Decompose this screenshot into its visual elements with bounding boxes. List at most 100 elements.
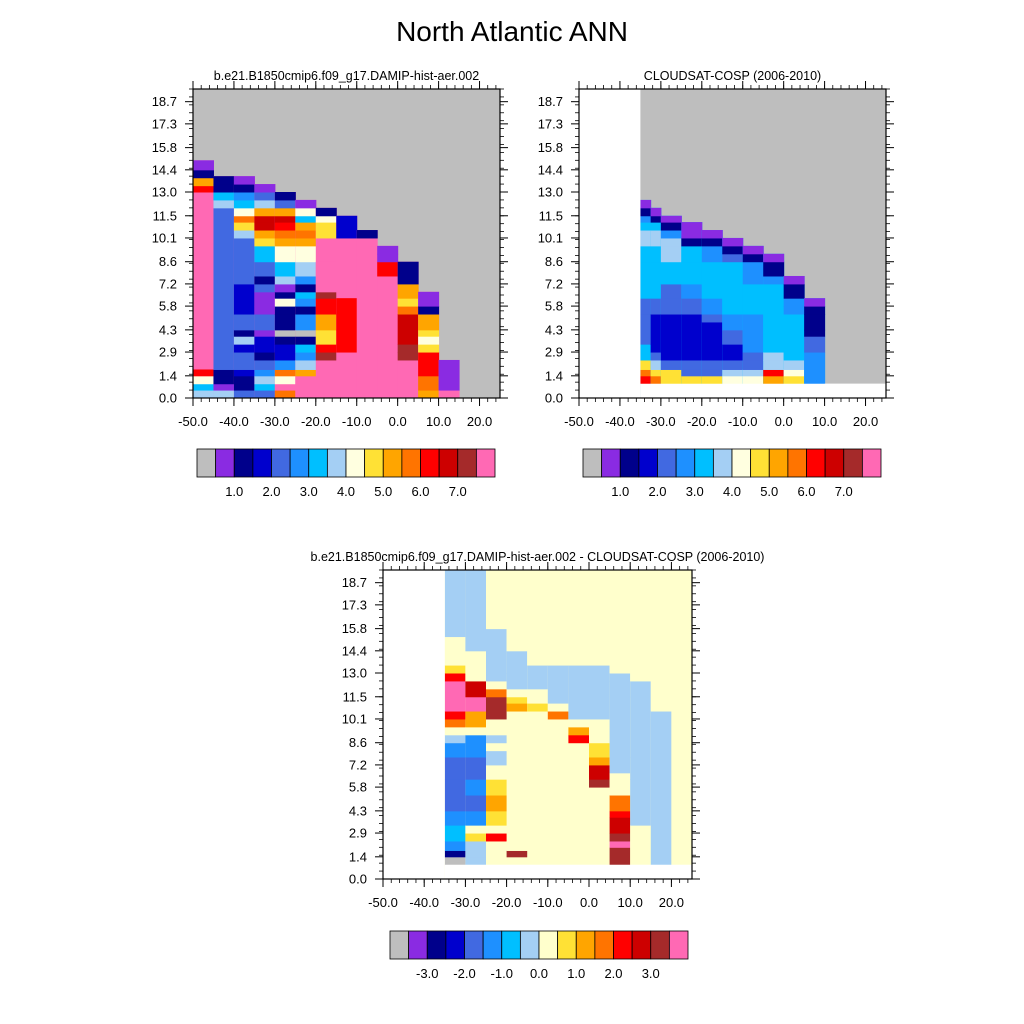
heatmap-cell: [444, 756, 466, 780]
heatmap-cell: [295, 359, 317, 370]
heatmap-cell: [486, 688, 508, 698]
heatmap-cell: [465, 756, 487, 780]
colorbar-swatch: [326, 448, 347, 478]
heatmap-cell: [465, 825, 487, 834]
heatmap-cell: [233, 383, 255, 391]
colorbar-swatch: [519, 930, 540, 960]
heatmap-cell: [568, 734, 590, 744]
heatmap-cell: [486, 742, 508, 752]
heatmap-cell: [377, 245, 399, 255]
y-tick-label: 11.5: [343, 689, 367, 704]
heatmap-cell: [527, 703, 549, 712]
y-tick-label: 1.4: [159, 368, 177, 383]
heatmap-cell: [254, 275, 276, 285]
heatmap-cell: [630, 756, 652, 780]
y-tick-label: 5.8: [159, 299, 177, 314]
heatmap-cell: [254, 237, 276, 247]
y-tick-label: 1.4: [349, 849, 367, 864]
heatmap-cell: [193, 390, 214, 398]
y-axis: 0.0 1.4 2.9 4.3 5.8 7.2 8.6 10.1 11.5 13.0 14.4 15.…: [538, 88, 894, 406]
heatmap-cell: [295, 199, 317, 209]
heatmap-cell: [444, 810, 466, 826]
heatmap-cell: [650, 261, 662, 285]
y-tick-label: 17.3: [538, 116, 563, 131]
heatmap-cell: [486, 856, 508, 866]
heatmap-cell: [397, 314, 419, 345]
heatmap-cell: [722, 329, 744, 345]
colorbar-swatch: [196, 448, 217, 478]
heatmap-cell: [722, 314, 744, 331]
heatmap-cell: [295, 283, 317, 293]
heatmap-cell: [295, 344, 317, 353]
colorbar: -3.0 -2.0 -1.0 0.0 1.0 2.0 3.0: [389, 930, 689, 981]
heatmap-cell: [356, 230, 378, 239]
heatmap-cell: [804, 306, 826, 315]
colorbar-label: 1.0: [611, 484, 629, 499]
colorbar-swatch: [464, 930, 484, 960]
heatmap-cell: [233, 192, 255, 201]
heatmap-cell: [295, 375, 317, 398]
heatmap-cell: [254, 344, 276, 353]
heatmap-cell: [660, 245, 682, 263]
heatmap-cell: [465, 570, 487, 652]
y-tick-label: 2.9: [159, 345, 177, 360]
y-tick-label: 7.2: [159, 276, 177, 291]
colorbar-label: 4.0: [723, 484, 741, 499]
heatmap-cell: [233, 207, 255, 217]
y-tick-label: 5.8: [349, 780, 367, 795]
x-tick-label: 20.0: [853, 414, 878, 429]
heatmap-cell: [274, 359, 296, 370]
heatmap-cell: [274, 192, 296, 201]
heatmap-cell: [640, 314, 652, 345]
heatmap-cell: [763, 261, 785, 277]
x-tick-label: -40.0: [409, 895, 439, 910]
heatmap-cell: [640, 199, 652, 209]
heatmap-cell: [233, 176, 255, 185]
heatmap-cell: [589, 665, 611, 720]
y-tick-label: 13.0: [538, 185, 563, 200]
heatmap-cell: [418, 336, 440, 345]
colorbar-swatch: [650, 930, 670, 960]
heatmap-cell: [213, 390, 235, 398]
heatmap-cell: [701, 298, 723, 315]
y-tick-label: 14.4: [538, 162, 563, 177]
heatmap-cell: [233, 222, 255, 231]
heatmap-cell: [650, 718, 672, 866]
heatmap-cell: [295, 298, 317, 307]
heatmap-cell: [681, 375, 703, 385]
colorbar-swatch: [482, 930, 503, 960]
heatmap-cell: [213, 184, 235, 193]
heatmap-cell: [506, 850, 528, 858]
heatmap-cell: [506, 840, 528, 851]
heatmap-cell: [681, 237, 703, 247]
heatmap-cell: [213, 369, 235, 377]
heatmap-cell: [609, 833, 631, 842]
y-tick-label: 10.1: [538, 230, 563, 245]
heatmap-cell: [609, 810, 631, 818]
heatmap-cell: [681, 283, 703, 299]
heatmap-cell: [233, 352, 255, 370]
heatmap-cell: [465, 810, 487, 826]
heatmap-cell: [763, 352, 785, 361]
colorbar-label: 0.0: [530, 966, 548, 981]
heatmap-cell: [722, 369, 744, 377]
heatmap-cell: [274, 237, 296, 247]
heatmap-cell: [506, 673, 528, 690]
heatmap-cell: [640, 359, 652, 370]
heatmap-cell: [722, 261, 744, 315]
heatmap-cell: [763, 253, 785, 263]
heatmap-cell: [274, 369, 296, 377]
heatmap-cells: [193, 89, 500, 398]
colorbar-swatch: [457, 448, 477, 478]
colorbar-swatch: [575, 930, 596, 960]
colorbar-swatch: [694, 448, 714, 478]
heatmap-cell: [527, 570, 549, 666]
heatmap-cell: [660, 237, 682, 247]
x-tick-label: 20.0: [659, 895, 684, 910]
heatmap-cell: [783, 306, 805, 315]
heatmap-cell: [254, 369, 276, 377]
heatmap-cell: [397, 291, 419, 299]
heatmap-cell: [568, 570, 590, 666]
heatmap-cell: [315, 207, 337, 217]
colorbar-label: 2.0: [604, 966, 622, 981]
